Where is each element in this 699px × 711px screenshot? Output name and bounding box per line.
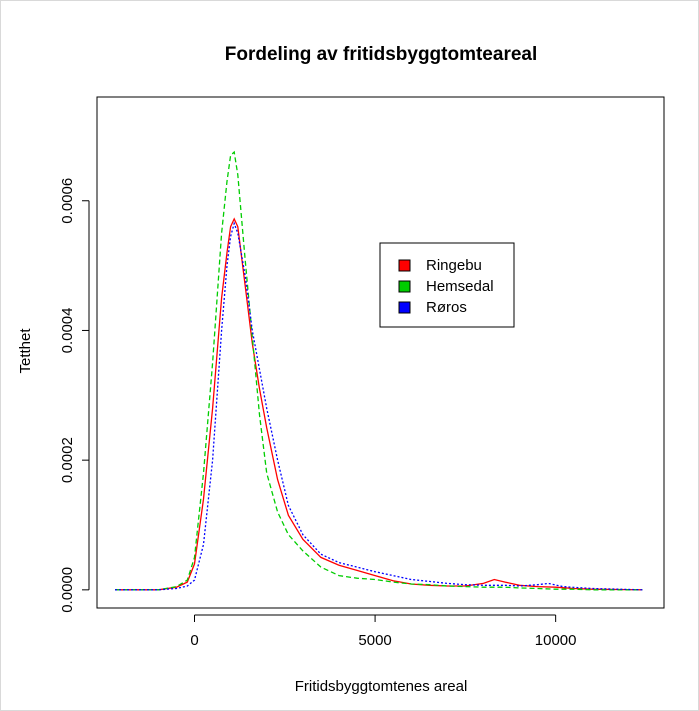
x-axis: 0 5000 10000 — [190, 614, 577, 649]
x-tick-label: 0 — [190, 632, 198, 649]
legend-swatch — [398, 259, 411, 272]
y-tick-label: 0.0004 — [59, 308, 76, 354]
series-line-ringebu — [115, 217, 643, 591]
chart-title: Fordeling av fritidsbyggtomteareal — [225, 44, 538, 65]
legend-label: Røros — [426, 299, 467, 316]
series-line-r-ros — [115, 221, 643, 591]
series-layer — [115, 150, 643, 591]
legend-label: Ringebu — [426, 257, 482, 274]
legend-swatch — [398, 301, 411, 314]
y-tick-label: 0.0002 — [59, 437, 76, 483]
x-axis-label: Fritidsbyggtomtenes areal — [295, 678, 468, 695]
y-axis-label: Tetthet — [17, 328, 34, 374]
legend: Ringebu Hemsedal Røros — [379, 242, 515, 328]
x-tick-label: 10000 — [535, 632, 577, 649]
plot-area-box — [96, 96, 665, 609]
y-tick-label: 0.0006 — [59, 178, 76, 224]
y-tick-label: 0.0000 — [59, 567, 76, 613]
y-axis: 0.0000 0.0002 0.0004 0.0006 — [59, 178, 90, 613]
series-line-hemsedal — [115, 150, 643, 591]
x-tick-label: 5000 — [358, 632, 391, 649]
legend-label: Hemsedal — [426, 278, 494, 295]
legend-swatch — [398, 280, 411, 293]
